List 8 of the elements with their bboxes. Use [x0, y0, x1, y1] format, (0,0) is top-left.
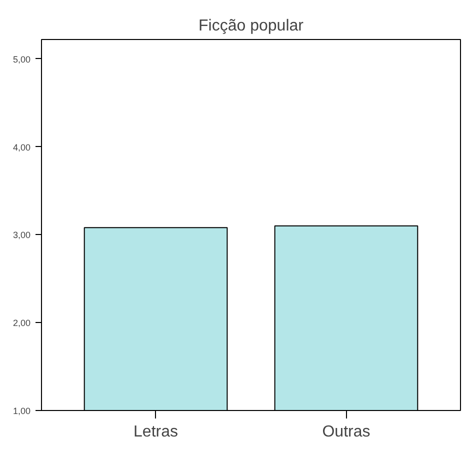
- x-tick-label: Outras: [322, 424, 370, 440]
- y-tick-label: 2,00: [12, 318, 31, 328]
- chart-title: Ficção popular: [198, 18, 304, 34]
- y-tick-label: 3,00: [12, 230, 31, 240]
- y-tick-label: 4,00: [12, 142, 31, 152]
- x-tick-label: Letras: [134, 424, 178, 440]
- y-tick-label: 5,00: [12, 54, 31, 64]
- y-tick-label: 1,00: [12, 406, 31, 416]
